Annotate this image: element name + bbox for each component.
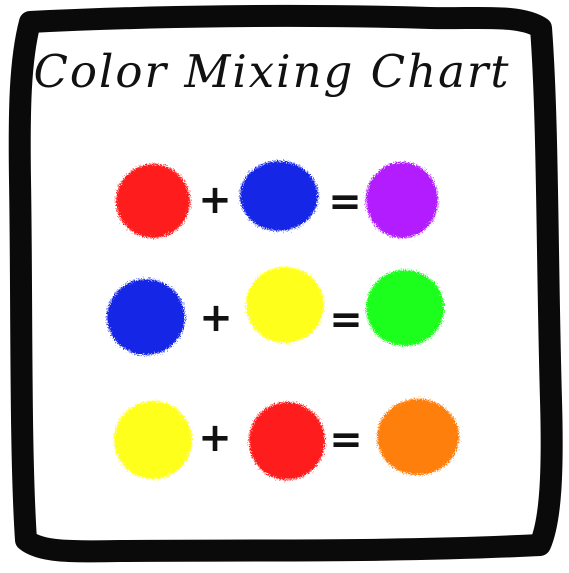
color-blob-blue [107, 279, 185, 355]
color-blob-orange [377, 399, 459, 475]
frame-border [8, 4, 563, 563]
color-blob-red [249, 402, 325, 480]
equals-sign: = [329, 417, 363, 463]
equals-sign: = [328, 179, 362, 225]
color-blob-yellow [114, 401, 192, 479]
color-blob-blue [240, 161, 318, 231]
mix-row-3: + = [114, 399, 459, 480]
color-blob-purple [366, 162, 438, 238]
plus-sign: + [199, 295, 233, 341]
equals-sign: = [329, 297, 363, 343]
plus-sign: + [198, 177, 232, 223]
color-blob-yellow [246, 267, 324, 343]
mix-row-1: + = [116, 161, 438, 238]
mix-row-2: + = [107, 267, 444, 355]
chart-title: Color Mixing Chart [34, 45, 511, 98]
color-blob-green [366, 270, 444, 346]
color-blob-red [116, 164, 190, 238]
plus-sign: + [198, 415, 232, 461]
